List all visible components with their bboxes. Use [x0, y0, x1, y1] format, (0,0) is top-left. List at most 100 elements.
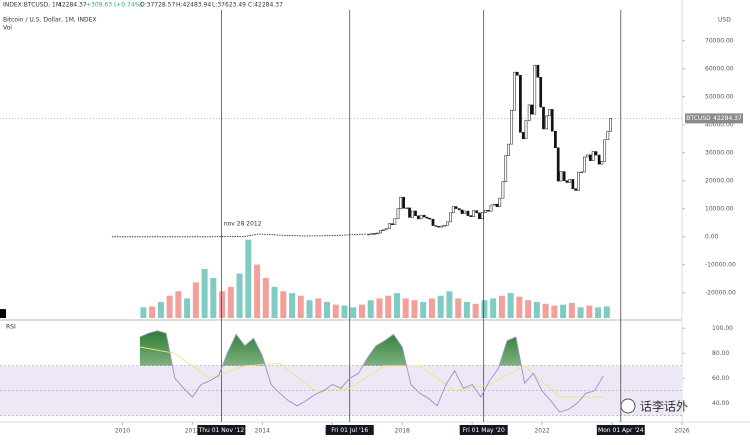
candle: [571, 179, 575, 190]
annotation: nov 28 2012: [224, 221, 262, 228]
candle: [434, 225, 438, 227]
candle: [408, 207, 411, 218]
volume-bar: [542, 303, 549, 318]
candle: [451, 206, 455, 214]
header-name: Bitcoin / U.S. Dollar, 1M, INDEX: [3, 17, 97, 24]
candle: [440, 225, 444, 228]
candle: [513, 71, 516, 111]
candle: [376, 232, 379, 235]
time-marker-label: Fri 01 Jul '16: [331, 427, 368, 434]
candle: [556, 147, 560, 182]
candle: [381, 229, 385, 231]
candle: [597, 154, 601, 165]
volume-bar: [236, 273, 243, 318]
y-tick-label: 0.00: [705, 233, 719, 240]
volume-bar: [577, 307, 584, 318]
candle: [454, 206, 458, 209]
early-price-line: [111, 233, 366, 238]
header-low: L:37623.49: [212, 2, 246, 9]
volume-bar: [227, 286, 234, 318]
candle: [410, 210, 414, 218]
volume-bar: [516, 296, 523, 318]
candle: [463, 210, 467, 214]
volume-bar: [481, 300, 488, 318]
volume-bar: [306, 300, 313, 318]
candle: [416, 215, 420, 220]
volume-bar: [184, 298, 191, 318]
candle: [550, 109, 554, 132]
y-tick-label: 20000.00: [705, 177, 734, 184]
y-tick-label: 40000.00: [705, 121, 734, 128]
y-tick-label: 70000.00: [705, 37, 734, 44]
candle: [475, 210, 479, 214]
candle: [545, 115, 548, 130]
candle: [486, 210, 490, 212]
candle: [536, 64, 540, 78]
volume-bar: [402, 298, 409, 318]
candle: [469, 215, 473, 217]
candle: [379, 230, 382, 234]
candle: [472, 210, 475, 217]
candle: [414, 210, 417, 217]
x-tick-label: 2026: [674, 428, 689, 435]
time-marker-box: [197, 425, 246, 435]
candle: [396, 208, 400, 219]
volume-bar: [376, 298, 383, 318]
volume-bar: [0, 309, 6, 318]
rsi-overbought-fill: [139, 330, 522, 366]
volume-bar: [201, 269, 208, 318]
rsi-label: RSI: [6, 324, 16, 331]
candle: [399, 196, 403, 210]
candle: [457, 208, 461, 211]
candle: [484, 210, 487, 213]
candle: [370, 233, 374, 235]
candle: [548, 109, 551, 117]
volume-bar: [245, 239, 252, 318]
candle: [480, 212, 484, 220]
volume-bar: [385, 295, 392, 318]
rsi-tick-label: 100.00: [712, 325, 733, 332]
x-tick-label: 2010: [115, 428, 130, 435]
x-tick-label: 2012: [185, 428, 200, 435]
volume-bar: [219, 291, 226, 318]
volume-bar: [437, 295, 444, 318]
volume-bar: [358, 304, 365, 318]
volume-bar: [428, 298, 435, 318]
candle: [445, 221, 449, 226]
time-marker-box: [325, 425, 374, 435]
header-change: +309.63 (+0.74%): [86, 2, 143, 9]
candle: [498, 197, 502, 207]
candle: [495, 203, 499, 207]
volume-bar: [472, 303, 479, 318]
volume-bar: [192, 282, 199, 318]
candle: [519, 74, 522, 133]
x-tick-label: 2018: [395, 428, 410, 435]
candle: [524, 120, 528, 140]
volume-bar: [280, 291, 287, 318]
candle: [504, 155, 508, 182]
candle: [562, 171, 566, 181]
volume-bar: [254, 264, 261, 318]
candle: [533, 64, 537, 115]
candle: [492, 203, 496, 206]
candle: [507, 143, 510, 156]
volume-bar: [455, 298, 462, 318]
candle: [583, 156, 586, 173]
candle: [585, 154, 589, 158]
candle: [387, 223, 391, 229]
time-marker-label: Mon 01 Apr '24: [598, 427, 644, 434]
volume-bar: [175, 291, 182, 318]
candle: [390, 223, 394, 225]
candle: [425, 216, 429, 219]
volume-bar: [166, 295, 173, 318]
volume-bar: [525, 300, 532, 318]
volume-bar: [149, 306, 156, 318]
header-open: O:37728.57: [140, 2, 175, 9]
candle: [402, 196, 405, 209]
candle: [501, 181, 505, 199]
y-tick-label: 30000.00: [705, 149, 734, 156]
plot: 70000.00 60000.00 50000.00 40000.00 30000.00…: [0, 10, 743, 435]
volume-bar: [551, 305, 558, 318]
candle: [466, 210, 470, 216]
candle: [530, 104, 534, 115]
